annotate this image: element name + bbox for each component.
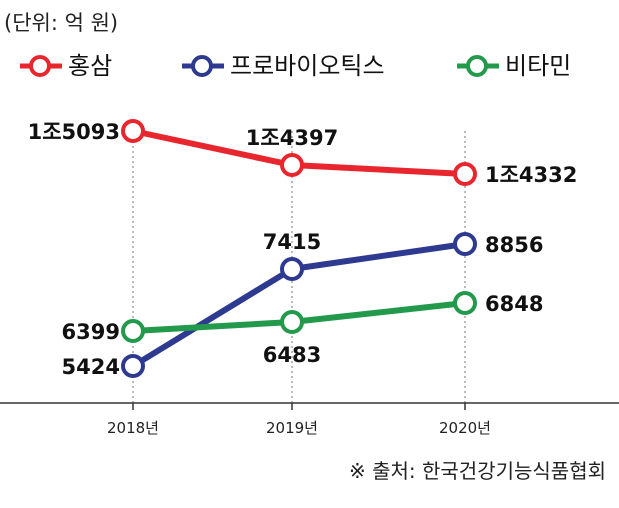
source-note: ※ 출처: 한국건강기능식품협회 (349, 459, 606, 483)
data-point (280, 310, 304, 334)
data-label: 1조4397 (246, 126, 338, 150)
data-label: 5424 (62, 355, 120, 379)
legend-item-1: 프로바이오틱스 (182, 52, 385, 80)
x-tick-label: 2018년 (107, 419, 159, 437)
legend-marker (191, 55, 213, 77)
data-label: 6848 (485, 292, 543, 316)
data-label: 6483 (263, 343, 321, 367)
data-label: 8856 (485, 233, 543, 257)
x-tick-label: 2019년 (266, 419, 318, 437)
data-label: 1조5093 (28, 120, 120, 144)
series-1: 5424 7415 8856 (62, 230, 544, 379)
legend-marker (29, 55, 51, 77)
x-axis-ticks: 2018년 2019년 2020년 (107, 403, 491, 437)
legend-label: 홍삼 (68, 52, 112, 80)
data-label: 7415 (263, 230, 321, 254)
data-point (453, 162, 477, 186)
series-layer: 1조5093 1조4397 1조4332 5424 7415 8856 6399 6483 68… (28, 119, 577, 379)
data-point (453, 291, 477, 315)
chart-legend: 홍삼 프로바이오틱스 비타민 (20, 52, 571, 80)
x-tick-label: 2020년 (439, 419, 491, 437)
data-point (280, 153, 304, 177)
legend-item-0: 홍삼 (20, 52, 112, 80)
data-label: 6399 (62, 320, 120, 344)
legend-label: 프로바이오틱스 (230, 52, 385, 80)
series-2: 6399 6483 6848 (62, 291, 543, 367)
data-label: 1조4332 (485, 163, 577, 187)
data-point (121, 119, 145, 143)
data-point (121, 354, 145, 378)
legend-item-2: 비타민 (457, 52, 571, 80)
data-point (121, 319, 145, 343)
legend-label: 비타민 (505, 52, 571, 80)
unit-note: (단위: 억 원) (4, 11, 118, 35)
data-point (453, 232, 477, 256)
legend-marker (466, 55, 488, 77)
series-0: 1조5093 1조4397 1조4332 (28, 119, 577, 187)
data-point (280, 257, 304, 281)
